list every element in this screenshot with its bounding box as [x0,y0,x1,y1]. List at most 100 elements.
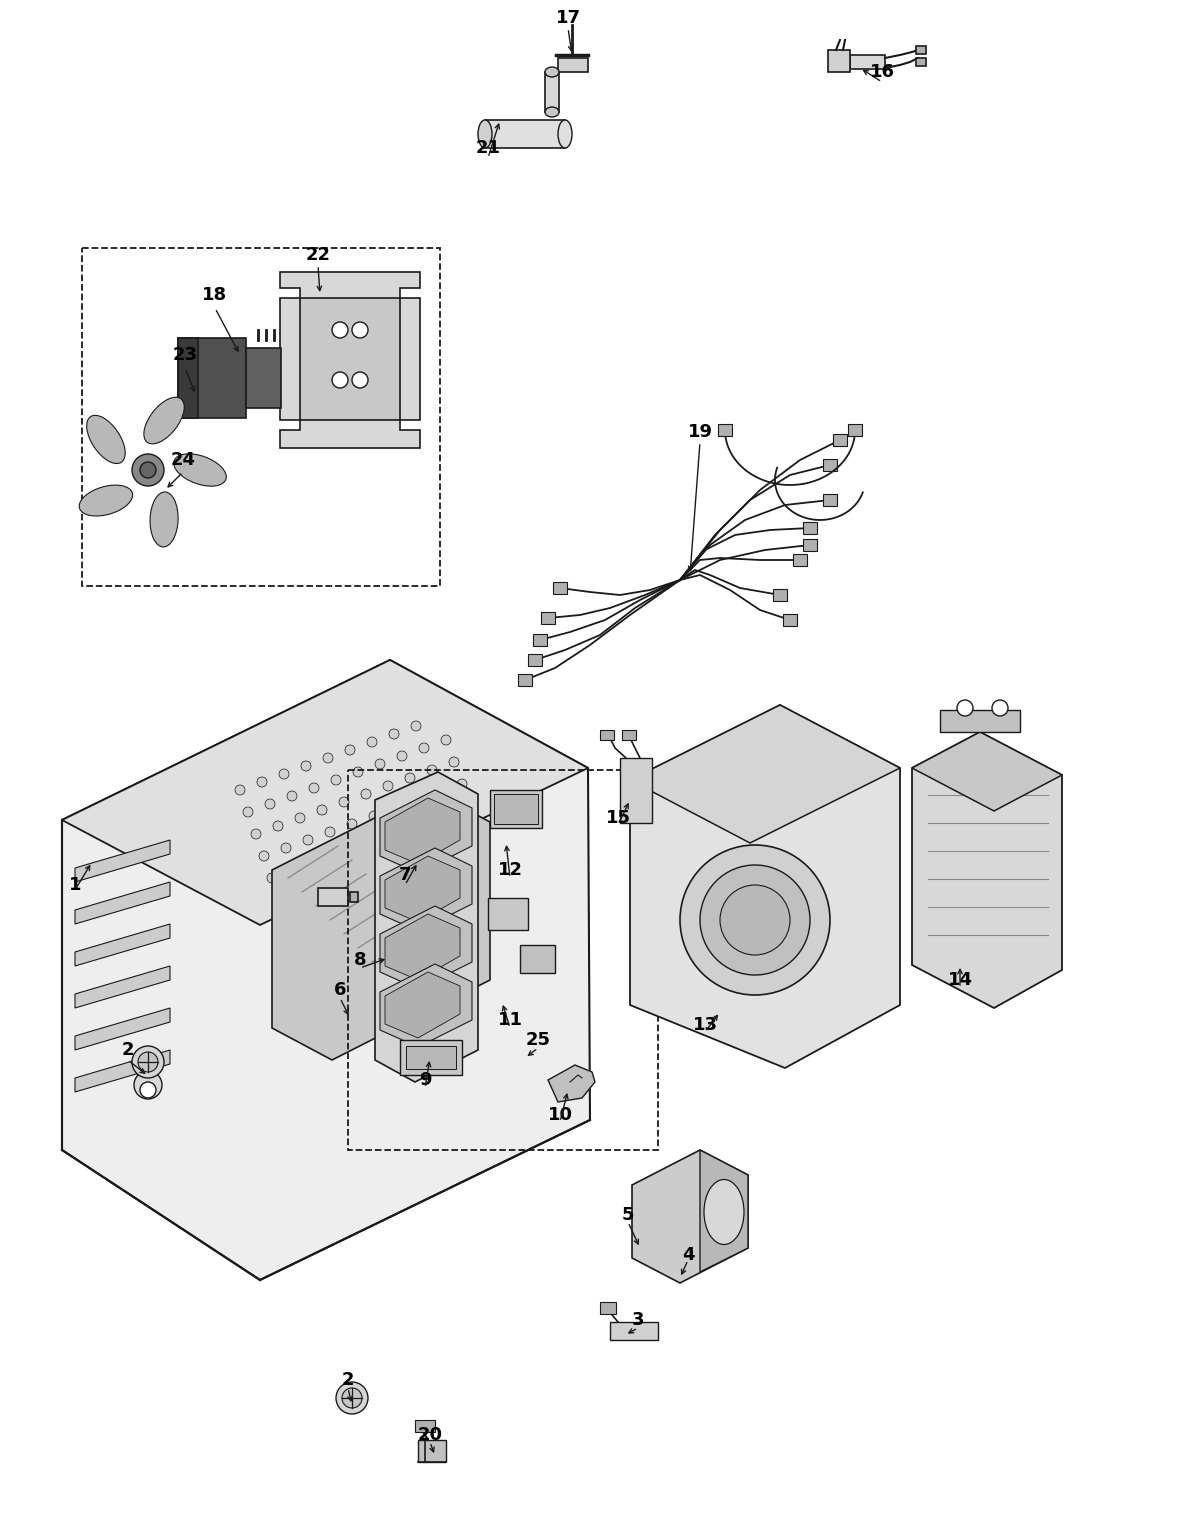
Circle shape [310,783,319,793]
Ellipse shape [558,120,572,149]
Circle shape [398,825,409,834]
Circle shape [257,777,266,787]
Text: 6: 6 [334,981,347,1000]
Ellipse shape [545,67,559,77]
Circle shape [680,845,830,995]
Circle shape [430,839,439,850]
Circle shape [287,790,298,801]
Bar [823,460,838,470]
Circle shape [355,840,365,851]
Circle shape [449,757,458,768]
Polygon shape [632,1150,748,1283]
Circle shape [305,909,314,919]
Polygon shape [548,1065,595,1101]
Ellipse shape [174,454,227,485]
Bar [553,583,568,595]
Circle shape [419,743,430,752]
Polygon shape [374,772,478,1082]
Text: 20: 20 [418,1426,443,1444]
Ellipse shape [150,492,178,548]
Circle shape [421,818,431,827]
Ellipse shape [144,397,185,444]
Circle shape [332,322,348,338]
Circle shape [278,769,289,780]
Bar [850,55,886,68]
Text: 23: 23 [173,346,198,364]
Bar [415,1420,436,1432]
Text: 12: 12 [498,862,522,878]
Circle shape [334,850,343,859]
Bar [620,758,652,824]
Bar [300,297,400,420]
Circle shape [325,827,335,837]
Text: 15: 15 [606,809,630,827]
Circle shape [353,768,364,777]
Ellipse shape [86,416,125,464]
Text: 5: 5 [622,1206,635,1224]
Circle shape [311,857,322,868]
Polygon shape [74,840,170,881]
Bar [718,423,732,435]
Circle shape [302,834,313,845]
Circle shape [340,796,349,807]
Polygon shape [280,272,420,448]
Circle shape [415,869,425,878]
Bar [610,1321,658,1340]
Polygon shape [74,924,170,966]
Polygon shape [380,790,472,872]
Text: 2: 2 [342,1371,354,1390]
Polygon shape [74,1007,170,1050]
Text: 14: 14 [948,971,972,989]
Polygon shape [912,733,1062,1007]
Bar [773,589,787,601]
Bar [784,614,797,627]
Text: 18: 18 [203,287,228,303]
Bar [803,539,817,551]
Circle shape [347,819,358,828]
Circle shape [451,831,461,840]
Circle shape [349,894,359,903]
Circle shape [298,887,307,897]
Text: 11: 11 [498,1010,522,1029]
Polygon shape [380,848,472,931]
Circle shape [720,884,790,956]
Bar [350,892,358,903]
Circle shape [266,872,277,883]
Circle shape [275,895,286,906]
Circle shape [374,758,385,769]
Bar [558,58,588,71]
Text: 8: 8 [354,951,366,969]
Text: 17: 17 [556,9,581,27]
Circle shape [397,751,407,762]
Bar [494,793,538,824]
Bar [488,898,528,930]
Bar [178,338,246,419]
Circle shape [342,1388,362,1408]
Polygon shape [385,915,460,980]
Circle shape [132,1047,164,1079]
Polygon shape [74,966,170,1007]
Circle shape [134,1071,162,1098]
Bar [533,634,547,646]
Circle shape [281,843,292,853]
Text: 1: 1 [68,875,82,894]
Text: 25: 25 [526,1032,551,1048]
Polygon shape [74,1050,170,1092]
Circle shape [265,799,275,809]
Circle shape [235,784,245,795]
Polygon shape [385,972,460,1038]
Circle shape [283,916,293,927]
Circle shape [140,463,156,478]
Circle shape [958,699,973,716]
Bar [318,887,348,906]
Polygon shape [62,660,590,1280]
Circle shape [442,736,451,745]
Circle shape [410,721,421,731]
Circle shape [457,780,467,789]
Polygon shape [630,705,900,843]
Circle shape [466,801,475,812]
Polygon shape [630,705,900,1068]
Text: 7: 7 [398,866,412,884]
Circle shape [473,824,482,833]
Circle shape [317,806,326,815]
